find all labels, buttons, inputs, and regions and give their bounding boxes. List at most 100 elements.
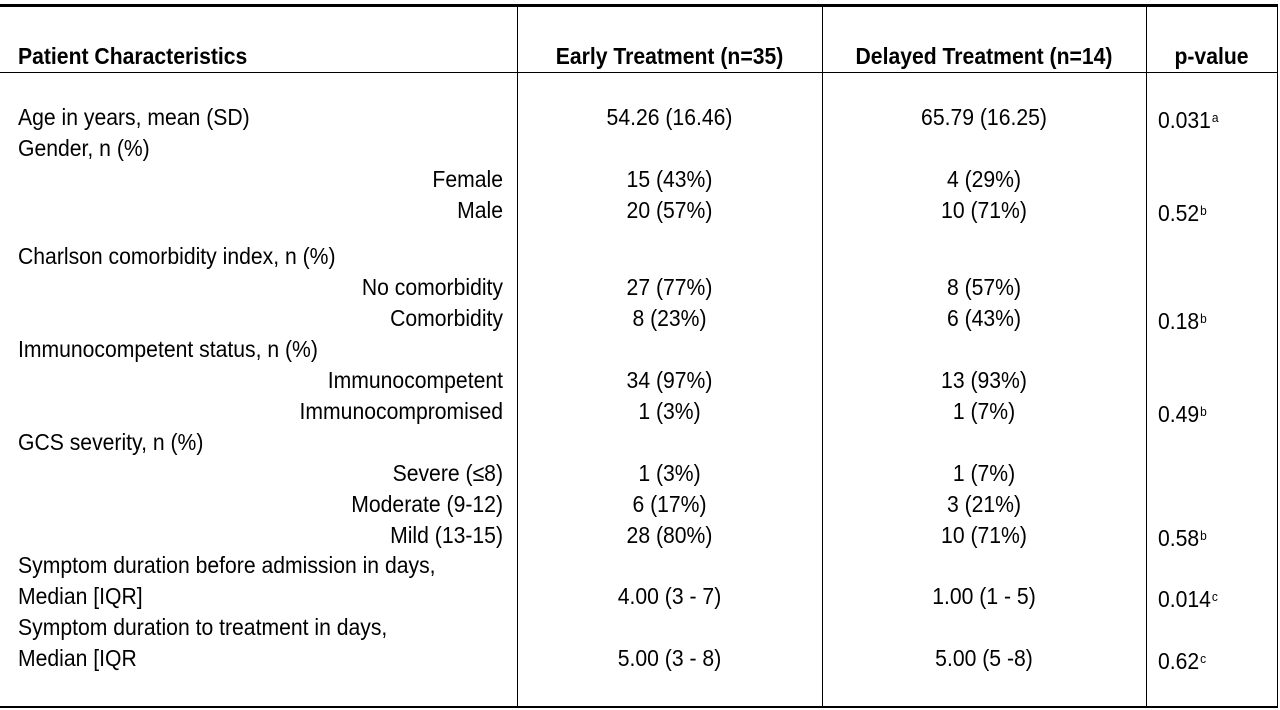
- p-value-footnote-marker: c: [1211, 589, 1218, 604]
- delayed-treatment-value: 8 (57%): [946, 274, 1022, 300]
- table-row: Comorbidity 8 (23%) 6 (43%) 0.18b: [0, 303, 1278, 334]
- row-sublabel: Immunocompromised: [299, 398, 503, 424]
- delayed-treatment-value: 1 (7%): [952, 398, 1016, 424]
- p-value-footnote-marker: b: [1200, 528, 1207, 543]
- delayed-treatment-value: [835, 241, 1133, 272]
- p-value-footnote-marker: b: [1200, 203, 1207, 218]
- table-row: Gender, n (%): [0, 133, 1278, 164]
- table-row: Charlson comorbidity index, n (%): [0, 241, 1278, 272]
- table-row: Female 15 (43%) 4 (29%): [0, 164, 1278, 195]
- row-label: Symptom duration before admission in day…: [18, 552, 436, 578]
- table-row: Severe (≤8) 1 (3%) 1 (7%): [0, 458, 1278, 489]
- p-value-cell: [1158, 427, 1159, 458]
- p-value-cell: [1158, 272, 1159, 303]
- header-p-value: p-value: [1174, 43, 1249, 69]
- delayed-treatment-value: 4 (29%): [946, 166, 1022, 192]
- early-treatment-value: 20 (57%): [626, 197, 713, 223]
- table-row: Immunocompetent 34 (97%) 13 (93%): [0, 365, 1278, 396]
- header-patient-characteristics: Patient Characteristics: [18, 43, 248, 69]
- p-value: 0.49: [1158, 401, 1200, 427]
- table-row: Immunocompetent status, n (%): [0, 334, 1278, 365]
- early-treatment-value: [529, 427, 810, 458]
- early-treatment-value: 54.26 (16.46): [606, 104, 733, 130]
- early-treatment-value: [529, 133, 810, 164]
- p-value-footnote-marker: a: [1211, 110, 1219, 125]
- p-value-cell: 0.014c: [1158, 581, 1218, 612]
- header-delayed-treatment: Delayed Treatment (n=14): [855, 43, 1113, 69]
- p-value-cell: [1158, 550, 1159, 581]
- early-treatment-value: 27 (77%): [626, 274, 713, 300]
- row-label: GCS severity, n (%): [18, 429, 204, 455]
- table-row: Age in years, mean (SD) 54.26 (16.46) 65.7…: [0, 102, 1278, 133]
- delayed-treatment-value: 3 (21%): [946, 491, 1022, 517]
- delayed-treatment-value: [835, 612, 1133, 643]
- column-divider-4: [1277, 7, 1278, 706]
- row-label: Median [IQR]: [18, 583, 143, 609]
- early-treatment-value: 8 (23%): [632, 305, 707, 331]
- column-divider-3: [1146, 7, 1147, 706]
- p-value-cell: [1158, 334, 1159, 365]
- delayed-treatment-value: 1 (7%): [952, 460, 1016, 486]
- p-value-footnote-marker: b: [1200, 311, 1207, 326]
- p-value-cell: [1158, 489, 1159, 520]
- early-treatment-value: 5.00 (3 - 8): [617, 645, 722, 671]
- table-row: Symptom duration to treatment in days,: [0, 612, 1278, 643]
- early-treatment-value: 28 (80%): [626, 522, 713, 548]
- early-treatment-value: [529, 550, 810, 581]
- header-early-treatment: Early Treatment (n=35): [555, 43, 784, 69]
- p-value-cell: 0.18b: [1158, 303, 1207, 334]
- p-value-cell: [1158, 241, 1159, 272]
- p-value-cell: 0.58b: [1158, 520, 1207, 551]
- p-value: 0.014: [1158, 586, 1211, 612]
- p-value: 0.18: [1158, 308, 1200, 334]
- row-label: Charlson comorbidity index, n (%): [18, 243, 336, 269]
- row-label: Gender, n (%): [18, 135, 150, 161]
- p-value: 0.031: [1158, 107, 1211, 133]
- p-value-cell: 0.62c: [1158, 643, 1206, 674]
- row-sublabel: Severe (≤8): [392, 460, 503, 486]
- table-row: GCS severity, n (%): [0, 427, 1278, 458]
- delayed-treatment-value: 6 (43%): [946, 305, 1022, 331]
- row-sublabel: Moderate (9-12): [351, 491, 503, 517]
- column-divider-2: [822, 7, 823, 706]
- row-sublabel: Mild (13-15): [390, 522, 503, 548]
- delayed-treatment-value: 5.00 (5 -8): [935, 645, 1033, 671]
- early-treatment-value: 15 (43%): [626, 166, 713, 192]
- p-value-cell: [1158, 133, 1159, 164]
- p-value-cell: 0.49b: [1158, 396, 1207, 427]
- delayed-treatment-value: 10 (71%): [941, 197, 1027, 223]
- p-value-footnote-marker: b: [1200, 404, 1207, 419]
- column-divider-1: [517, 7, 518, 706]
- early-treatment-value: 6 (17%): [632, 491, 707, 517]
- early-treatment-value: [529, 334, 810, 365]
- row-sublabel: No comorbidity: [361, 274, 503, 300]
- row-sublabel: Comorbidity: [390, 305, 503, 331]
- p-value: 0.58: [1158, 525, 1200, 551]
- delayed-treatment-value: 1.00 (1 - 5): [932, 583, 1036, 609]
- table-row: Median [IQR 5.00 (3 - 8) 5.00 (5 -8) 0.62c: [0, 643, 1278, 674]
- row-label: Median [IQR: [18, 645, 137, 671]
- delayed-treatment-value: 13 (93%): [941, 367, 1027, 393]
- p-value: 0.52: [1158, 200, 1200, 226]
- early-treatment-value: 1 (3%): [638, 460, 701, 486]
- row-sublabel: Male: [457, 197, 503, 223]
- p-value-cell: [1158, 164, 1159, 195]
- row-sublabel: Immunocompetent: [327, 367, 503, 393]
- delayed-treatment-value: [835, 550, 1133, 581]
- p-value-cell: [1158, 612, 1159, 643]
- table-row: Median [IQR] 4.00 (3 - 7) 1.00 (1 - 5) 0.01…: [0, 581, 1278, 612]
- delayed-treatment-value: [835, 427, 1133, 458]
- p-value-cell: [1158, 458, 1159, 489]
- table-bottom-rule: [0, 706, 1278, 708]
- table-row: Mild (13-15) 28 (80%) 10 (71%) 0.58b: [0, 520, 1278, 551]
- delayed-treatment-value: 65.79 (16.25): [921, 104, 1047, 130]
- table-row: No comorbidity 27 (77%) 8 (57%): [0, 272, 1278, 303]
- row-sublabel: Female: [432, 166, 503, 192]
- table-top-rule: [0, 4, 1278, 7]
- p-value-cell: 0.52b: [1158, 195, 1207, 226]
- early-treatment-value: 1 (3%): [638, 398, 701, 424]
- table-row: Male 20 (57%) 10 (71%) 0.52b: [0, 195, 1278, 226]
- early-treatment-value: [529, 612, 810, 643]
- p-value-cell: 0.031a: [1158, 102, 1219, 133]
